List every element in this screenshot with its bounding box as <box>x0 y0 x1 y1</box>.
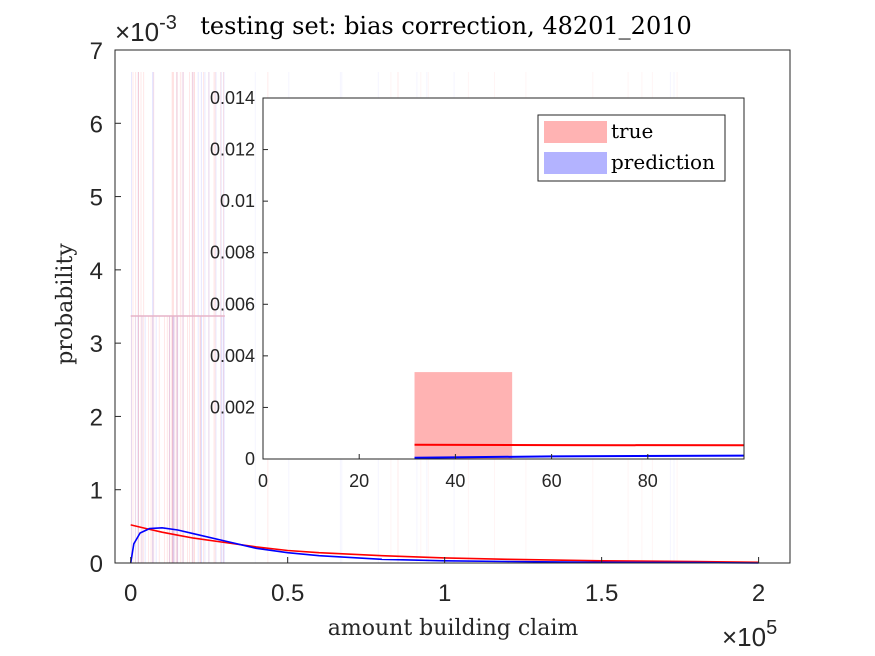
inset-y-tick-label: 0.004 <box>210 346 255 366</box>
y-tick-label: 7 <box>90 38 103 65</box>
inset-x-tick-label: 60 <box>542 471 562 491</box>
main-x-ticks: 0 0.5 1 1.5 2 <box>124 557 765 607</box>
y-multiplier-exponent: -3 <box>159 12 177 34</box>
inset-y-ticks: 0 0.002 0.004 0.006 0.008 0.01 0.012 0.014 <box>210 88 268 469</box>
chart-title: testing set: bias correction, 48201_2010 <box>200 12 692 40</box>
legend-swatch-true <box>544 121 607 143</box>
x-multiplier-exponent: 5 <box>766 617 777 639</box>
inset-axes: 0 20 40 60 80 0 0.002 0.004 0.006 0.008 0.01 0.012… <box>210 88 745 491</box>
legend-label-prediction: prediction <box>611 150 715 174</box>
y-tick-label: 3 <box>90 331 103 358</box>
inset-x-tick-label: 20 <box>349 471 369 491</box>
x-multiplier: ×105 <box>722 617 777 652</box>
y-multiplier: ×10-3 <box>115 12 177 47</box>
inset-x-ticks: 0 20 40 60 80 <box>258 454 658 491</box>
series-line-prediction <box>129 526 759 564</box>
x-tick-label: 0.5 <box>271 580 304 607</box>
inset-axes-frame <box>262 97 745 460</box>
inset-y-tick-label: 0 <box>245 449 255 469</box>
inset-y-tick-label: 0.012 <box>210 140 255 160</box>
inset-y-tick-label: 0.01 <box>220 191 255 211</box>
y-tick-label: 0 <box>90 551 103 578</box>
inset-y-tick-label: 0.008 <box>210 243 255 263</box>
inset-x-tick-label: 0 <box>258 471 268 491</box>
y-tick-label: 6 <box>90 111 103 138</box>
y-tick-label: 4 <box>90 258 103 285</box>
main-y-ticks: 0 1 2 3 4 5 6 7 <box>90 38 121 578</box>
main-axes-frame <box>114 49 791 564</box>
x-tick-label: 0 <box>124 580 137 607</box>
inset-y-tick-label: 0.002 <box>210 397 255 417</box>
y-tick-label: 2 <box>90 404 103 431</box>
legend: true prediction <box>537 114 726 182</box>
inset-y-tick-label: 0.014 <box>210 88 255 108</box>
legend-label-true: true <box>611 119 653 143</box>
main-series-lines <box>129 524 759 564</box>
x-tick-label: 1.5 <box>585 580 618 607</box>
x-tick-label: 2 <box>752 580 765 607</box>
inset-x-tick-label: 80 <box>638 471 658 491</box>
y-axis-label: probability <box>53 243 78 365</box>
y-tick-label: 5 <box>90 185 103 212</box>
x-axis-label: amount building claim <box>328 616 579 641</box>
legend-swatch-prediction <box>544 152 607 174</box>
series-line-true <box>130 524 759 564</box>
y-tick-label: 1 <box>90 478 103 505</box>
inset-line-true <box>414 443 745 447</box>
x-tick-label: 1 <box>438 580 451 607</box>
inset-x-tick-label: 40 <box>445 471 465 491</box>
inset-y-tick-label: 0.006 <box>210 294 255 314</box>
